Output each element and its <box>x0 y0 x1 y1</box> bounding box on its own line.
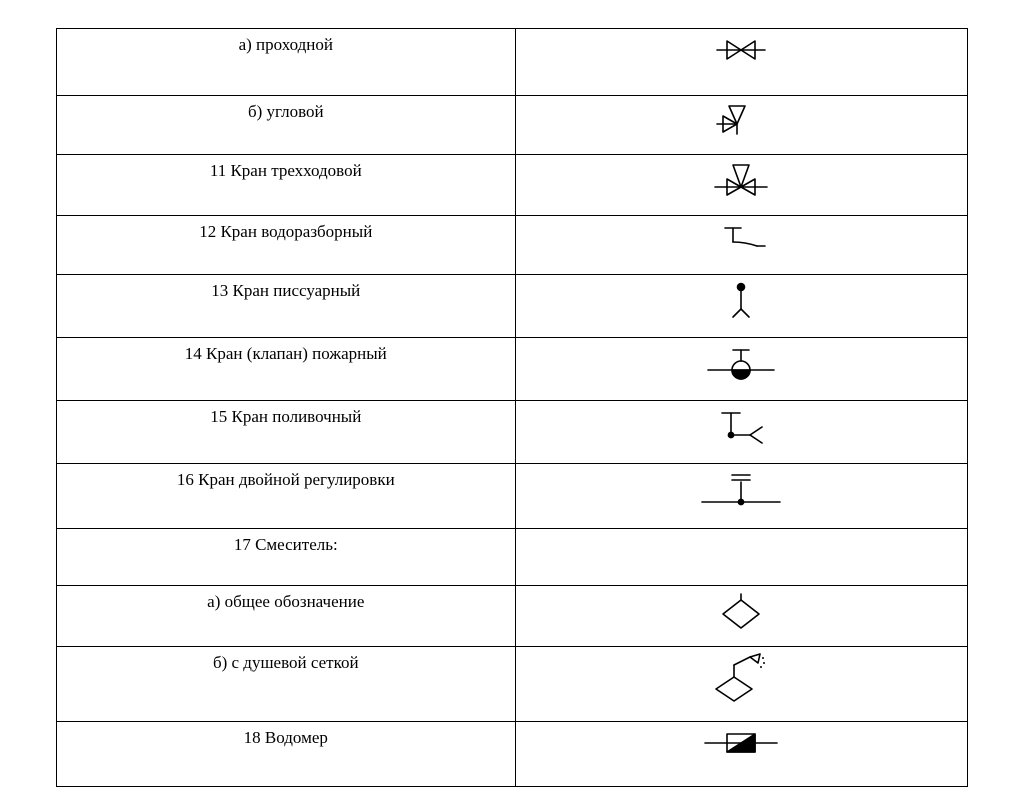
table-row: 12 Кран водоразборный <box>57 216 968 275</box>
row-label: 15 Кран поливочный <box>210 407 361 426</box>
row-label: 14 Кран (клапан) пожарный <box>185 344 387 363</box>
symbol-cell <box>515 338 967 401</box>
symbol-cell <box>515 155 967 216</box>
table-row: б) с душевой сеткой <box>57 647 968 722</box>
tap-fire-icon <box>704 342 778 382</box>
table-row: 17 Смеситель: <box>57 529 968 586</box>
valve-angle-icon <box>713 100 769 136</box>
symbol-cell <box>515 275 967 338</box>
row-label: 18 Водомер <box>244 728 328 747</box>
table-row: а) общее обозначение <box>57 586 968 647</box>
tap-double-reg-icon <box>696 468 786 510</box>
table-row: 14 Кран (клапан) пожарный <box>57 338 968 401</box>
table-row: б) угловой <box>57 96 968 155</box>
tap-irrigation-icon <box>706 405 776 445</box>
label-cell: а) общее обозначение <box>57 586 516 647</box>
label-cell: 18 Водомер <box>57 722 516 787</box>
label-cell: б) угловой <box>57 96 516 155</box>
row-label: 16 Кран двойной регулировки <box>177 470 395 489</box>
table-row: 15 Кран поливочный <box>57 401 968 464</box>
symbol-cell <box>515 29 967 96</box>
water-meter-icon <box>701 726 781 760</box>
table-row: а) проходной <box>57 29 968 96</box>
label-cell: а) проходной <box>57 29 516 96</box>
valve-through-icon <box>711 33 771 67</box>
row-label: 13 Кран писсуарный <box>211 281 360 300</box>
row-label: б) с душевой сеткой <box>213 653 359 672</box>
tap-urinal-icon <box>721 279 761 319</box>
symbol-cell <box>515 216 967 275</box>
mixer-shower-icon <box>706 651 776 705</box>
row-label: а) общее обозначение <box>207 592 364 611</box>
row-label: 12 Кран водоразборный <box>199 222 372 241</box>
symbol-cell <box>515 96 967 155</box>
symbols-table: а) проходной б) угловой 11 Кран трехходово… <box>56 28 968 787</box>
row-label: б) угловой <box>248 102 324 121</box>
symbol-cell <box>515 647 967 722</box>
label-cell: б) с душевой сеткой <box>57 647 516 722</box>
label-cell: 11 Кран трехходовой <box>57 155 516 216</box>
label-cell: 16 Кран двойной регулировки <box>57 464 516 529</box>
tap-water-icon <box>711 220 771 254</box>
symbol-cell <box>515 722 967 787</box>
symbol-cell <box>515 464 967 529</box>
row-label: 17 Смеситель: <box>234 535 338 554</box>
label-cell: 17 Смеситель: <box>57 529 516 586</box>
symbol-cell <box>515 586 967 647</box>
label-cell: 14 Кран (клапан) пожарный <box>57 338 516 401</box>
row-label: 11 Кран трехходовой <box>210 161 362 180</box>
label-cell: 12 Кран водоразборный <box>57 216 516 275</box>
valve-three-way-icon <box>709 159 773 199</box>
symbol-cell <box>515 401 967 464</box>
mixer-general-icon <box>711 590 771 630</box>
label-cell: 15 Кран поливочный <box>57 401 516 464</box>
row-label: а) проходной <box>239 35 333 54</box>
symbol-cell <box>515 529 967 586</box>
table-row: 18 Водомер <box>57 722 968 787</box>
table-row: 11 Кран трехходовой <box>57 155 968 216</box>
table-row: 13 Кран писсуарный <box>57 275 968 338</box>
label-cell: 13 Кран писсуарный <box>57 275 516 338</box>
table-row: 16 Кран двойной регулировки <box>57 464 968 529</box>
